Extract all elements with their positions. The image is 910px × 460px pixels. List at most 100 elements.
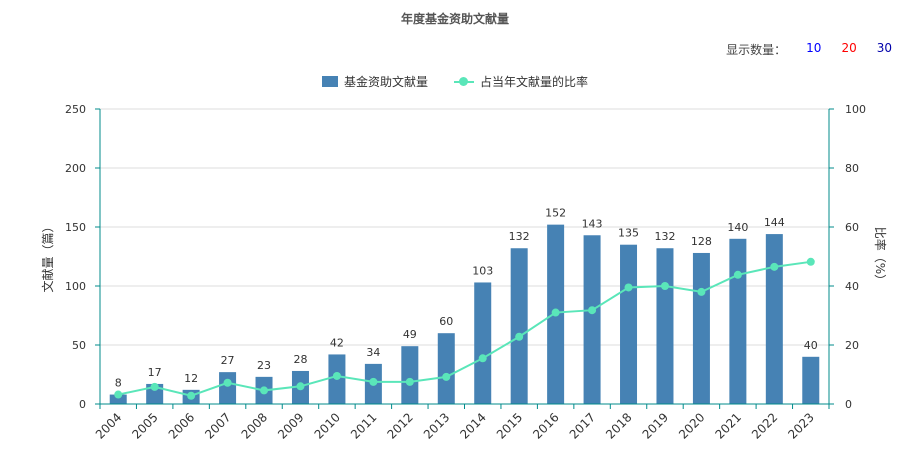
legend-item-bar-series[interactable]: 基金资助文献量 [321,73,428,90]
ratio-point [114,390,123,399]
bar-value-label: 49 [403,328,417,341]
legend-bar-label: 基金资助文献量 [343,75,428,89]
ratio-point [296,382,305,391]
x-tick-label: 2016 [530,410,561,441]
bar-value-label: 34 [366,346,380,359]
bar-value-label: 140 [727,221,748,234]
ratio-point [260,386,269,395]
bar-value-label: 135 [618,227,639,240]
y-right-tick-label: 20 [845,339,859,352]
chart-legend: 基金资助文献量 占当年文献量的比率 [0,73,910,90]
count-option-30[interactable]: 30 [876,41,892,55]
bar-series: 8 17 12 27 23 28 42 34 49 60 103 132 152 143 135 132 128… [109,207,820,404]
bar [437,333,455,404]
bar-value-label: 42 [330,336,344,349]
bar [583,235,601,404]
bar [620,244,638,404]
x-tick-label: 2017 [567,410,598,441]
x-tick-label: 2008 [239,410,270,441]
ratio-point [478,354,487,363]
ratio-point [697,287,706,296]
display-count-label: 显示数量： [726,43,787,57]
count-option-20[interactable]: 20 [841,41,857,55]
display-count-selector: 显示数量： 10 20 30 [726,41,892,58]
bar [401,346,419,404]
bar-value-label: 40 [804,339,818,352]
bar [219,372,237,404]
bar-value-label: 17 [148,366,162,379]
x-tick-label: 2005 [129,410,160,441]
ratio-point [187,391,196,400]
ratio-point [660,282,669,290]
y-left-tick-label: 200 [65,162,86,175]
x-tick-label: 2019 [640,410,671,441]
bar-value-label: 60 [439,315,453,328]
ratio-point [515,332,524,341]
bar-value-label: 27 [221,354,235,367]
ratio-point [442,372,451,381]
y-left-tick-label: 0 [79,398,86,411]
bar-value-label: 143 [582,217,603,230]
ratio-point [806,257,815,266]
y-right-tick-label: 100 [845,103,866,116]
legend-line-label: 占当年文献量的比率 [480,75,589,89]
bar-value-label: 132 [509,230,530,243]
ratio-point [223,378,232,387]
x-tick-label: 2020 [676,410,707,441]
x-tick-label: 2022 [749,410,780,441]
y-left-tick-label: 100 [65,280,86,293]
x-tick-label: 2021 [712,410,743,441]
ratio-point [770,262,779,271]
x-tick-label: 2010 [312,410,343,441]
count-option-10[interactable]: 10 [806,41,822,55]
legend-line-swatch [454,76,474,87]
x-tick-label: 2018 [603,410,634,441]
bar-value-label: 128 [691,235,712,248]
bar [692,252,710,404]
legend-bar-swatch [321,76,338,87]
y-right-tick-label: 0 [845,398,852,411]
bar-value-label: 28 [293,353,307,366]
x-tick-label: 2014 [457,410,488,441]
legend-item-line-series[interactable]: 占当年文献量的比率 [454,73,588,90]
y-left-tick-label: 250 [65,103,86,116]
x-tick-label: 2012 [384,410,415,441]
ratio-point [733,270,742,279]
ratio-point [624,283,633,292]
y-right-tick-label: 80 [845,162,859,175]
ratio-point [332,371,341,380]
bar-value-label: 132 [654,230,675,243]
x-tick-label: 2013 [421,410,452,441]
x-tick-label: 2015 [494,410,525,441]
chart-title: 年度基金资助文献量 [400,12,509,26]
bar-value-label: 152 [545,207,566,220]
ratio-point [551,308,560,317]
bar [802,356,820,404]
ratio-point [588,306,597,315]
bar-value-label: 103 [472,264,493,277]
line-series [114,257,815,400]
y-right-tick-label: 40 [845,280,859,293]
bar [510,248,528,404]
bar [146,383,164,404]
x-tick-label: 2007 [202,410,233,441]
x-tick-label: 2009 [275,410,306,441]
ratio-point [150,382,159,391]
bar-value-label: 144 [764,216,785,229]
bar-value-label: 8 [115,377,122,390]
ratio-point [405,377,414,386]
y-axis-left-title: 文献量（篇） [40,220,55,292]
x-tick-label: 2004 [93,410,124,441]
y-axis-right-title: 比率（%） [873,227,888,286]
x-tick-label: 2023 [785,410,816,441]
bar-value-label: 23 [257,359,271,372]
x-tick-label: 2006 [166,410,197,441]
x-tick-label: 2011 [348,410,379,441]
bar [656,248,674,404]
bar [109,394,127,404]
y-right-tick-label: 60 [845,221,859,234]
grid-lines [100,108,829,346]
y-left-tick-label: 50 [72,339,86,352]
bar [729,238,747,404]
